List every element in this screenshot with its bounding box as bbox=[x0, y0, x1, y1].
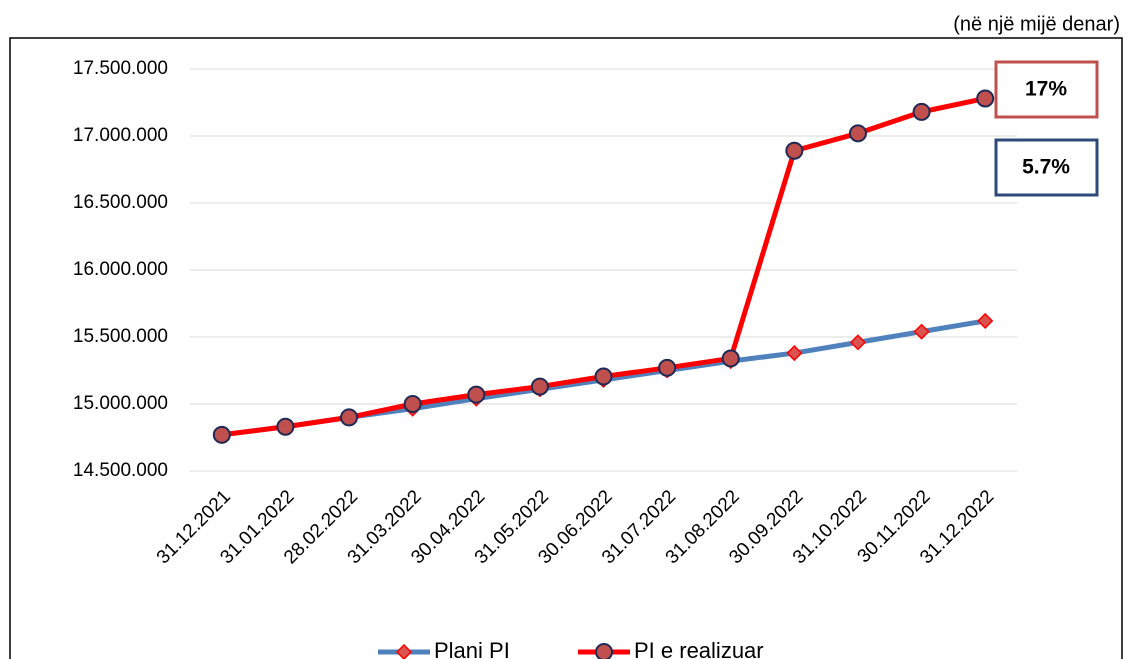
chart-frame bbox=[9, 37, 1123, 659]
point-marker bbox=[849, 334, 867, 351]
point-marker bbox=[212, 425, 231, 444]
point-marker bbox=[467, 385, 486, 404]
legend-marker bbox=[395, 643, 413, 659]
annotation-box bbox=[994, 60, 1099, 119]
y-tick-label: 16.500.000 bbox=[73, 192, 168, 213]
y-tick-label: 16.000.000 bbox=[73, 259, 168, 280]
legend-marker bbox=[595, 643, 613, 659]
y-tick-label: 17.500.000 bbox=[73, 58, 168, 79]
legend-label: PI e realizuar bbox=[634, 638, 764, 659]
point-marker bbox=[977, 312, 994, 329]
y-tick-label: 15.500.000 bbox=[73, 326, 168, 347]
point-marker bbox=[912, 102, 931, 121]
y-tick-label: 14.500.000 bbox=[73, 460, 168, 481]
point-marker bbox=[276, 417, 295, 436]
y-tick-label: 15.000.000 bbox=[73, 393, 168, 414]
chart-subtitle: (në një mijë denar) bbox=[953, 13, 1120, 35]
annotation-box bbox=[994, 138, 1099, 197]
point-marker bbox=[721, 349, 740, 368]
y-tick-label: 17.000.000 bbox=[73, 125, 168, 146]
point-marker bbox=[403, 395, 422, 413]
point-marker bbox=[340, 408, 359, 427]
point-marker bbox=[976, 89, 995, 108]
point-marker bbox=[658, 358, 677, 377]
point-marker bbox=[530, 377, 549, 396]
annotation-text: 17% bbox=[1025, 78, 1067, 101]
point-marker bbox=[785, 141, 804, 160]
point-marker bbox=[594, 367, 613, 386]
point-marker bbox=[913, 323, 930, 340]
point-marker bbox=[786, 345, 803, 362]
point-marker bbox=[848, 124, 867, 143]
annotation-text: 5.7% bbox=[1022, 156, 1070, 179]
legend-label: Plani PI bbox=[434, 638, 510, 659]
